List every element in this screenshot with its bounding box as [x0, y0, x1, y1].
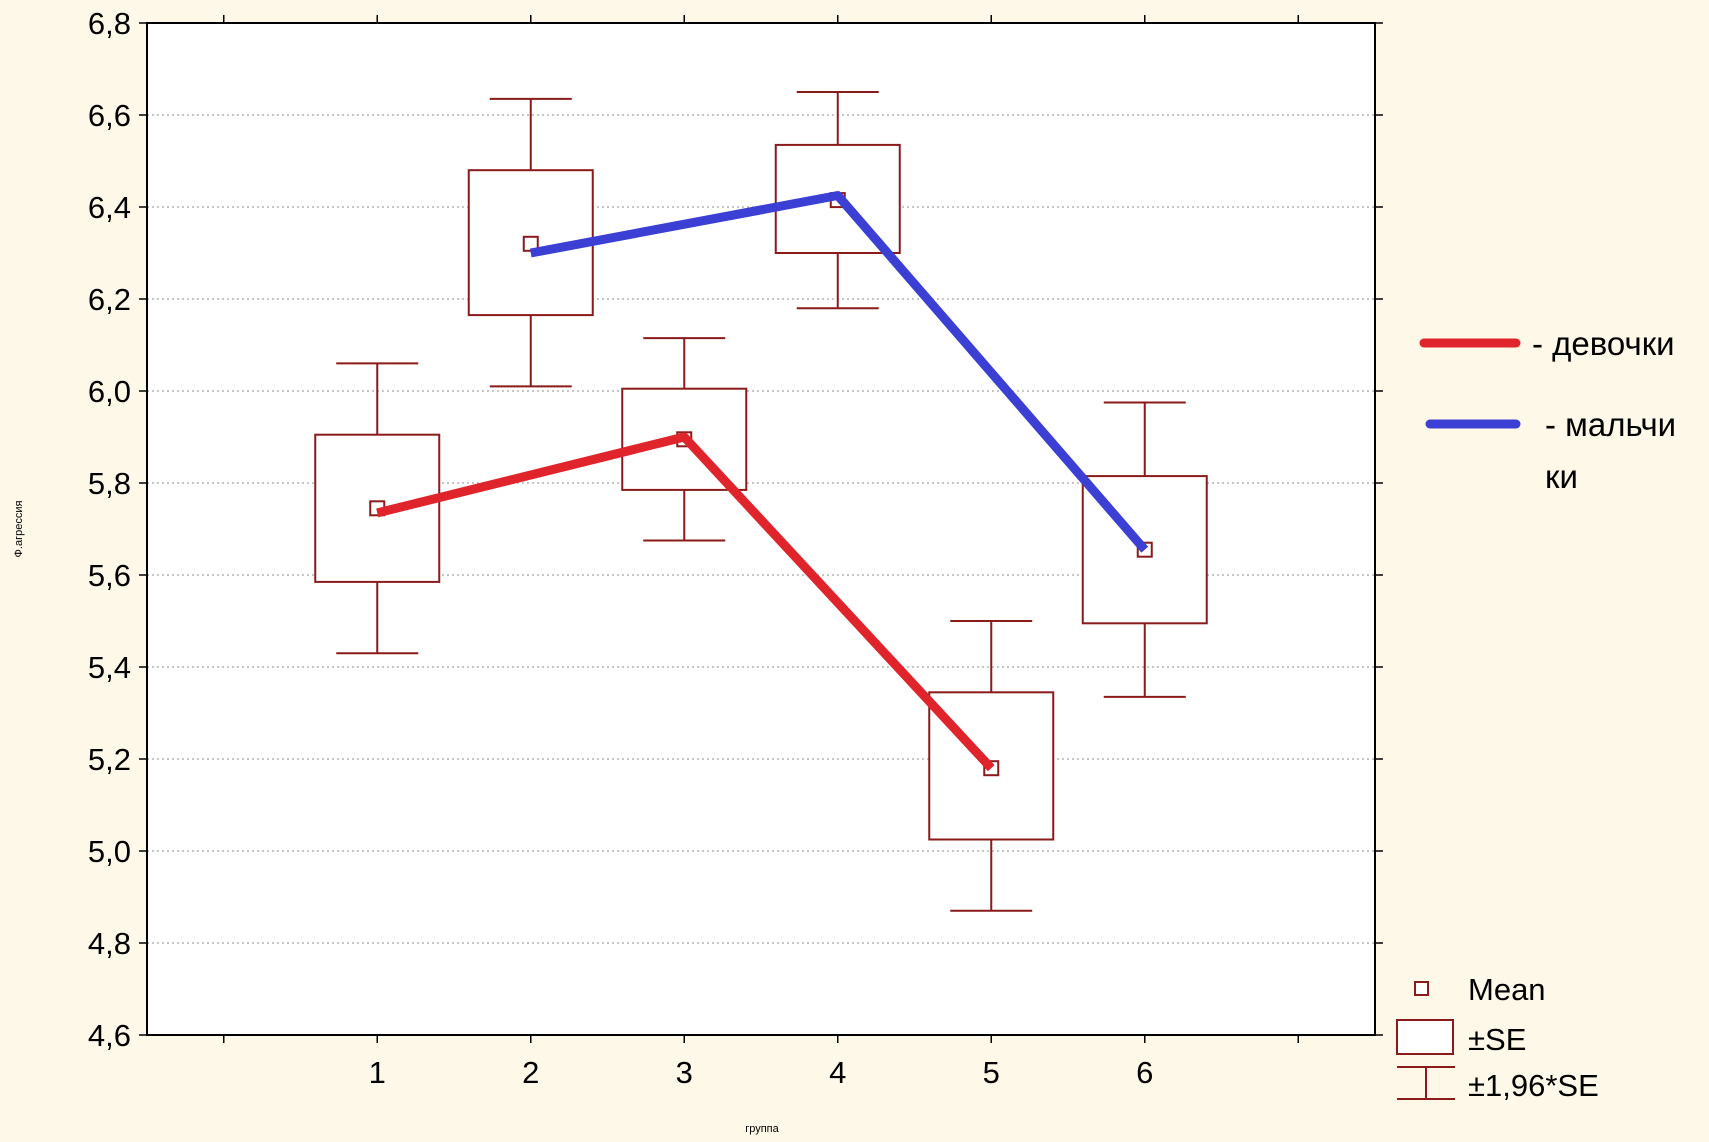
box-group-layer — [314, 91, 1208, 912]
x-tick-label: 4 — [829, 1055, 846, 1090]
x-tick-label: 2 — [522, 1055, 539, 1090]
x-tick-label: 5 — [983, 1055, 1000, 1090]
legend-mean-marker — [1414, 981, 1429, 996]
legend-label-boys-line1: - мальчи — [1545, 406, 1676, 443]
y-tick-label: 6,2 — [88, 282, 131, 317]
series-line-girls — [376, 432, 995, 772]
x-tick-label: 3 — [676, 1055, 693, 1090]
y-tick-label: 5,4 — [88, 650, 131, 685]
y-tick-label: 5,0 — [88, 834, 131, 869]
legend-se-marker — [1396, 1019, 1454, 1055]
plot-frame — [146, 22, 1376, 1036]
legend-label-boys-line2: ки — [1545, 458, 1578, 495]
x-tick-label: 6 — [1136, 1055, 1153, 1090]
series-line-boys — [529, 191, 1149, 553]
y-tick-label: 5,6 — [88, 558, 131, 593]
se-box — [774, 143, 901, 254]
series-lines — [376, 191, 1149, 772]
y-axis-title: Ф.агрессия — [13, 501, 25, 558]
y-tick-label: 5,2 — [88, 742, 131, 777]
legend-label-girls: - девочки — [1532, 325, 1675, 362]
box-legend: Mean ±SE ±1,96*SE — [1396, 972, 1599, 1103]
y-tick-label: 6,4 — [88, 190, 131, 225]
y-tick-label: 6,6 — [88, 98, 131, 133]
axis-ticks: 4,6 4,8 5,0 5,2 5,4 5,6 5,8 6,0 6,2 6,4 6,6 6,8 1 2 3 4… — [88, 6, 1383, 1090]
legend-se-label: ±SE — [1468, 1022, 1526, 1057]
y-tick-label: 6,8 — [88, 6, 131, 41]
y-tick-label: 4,6 — [88, 1018, 131, 1053]
x-tick-label: 1 — [369, 1055, 386, 1090]
legend-ci-marker — [1397, 1066, 1455, 1100]
legend-mean-label: Mean — [1468, 972, 1546, 1007]
x-axis-title: группа — [745, 1123, 779, 1135]
series-legend: - девочки - мальчи ки — [1419, 325, 1676, 495]
y-tick-label: 6,0 — [88, 374, 131, 409]
box-group — [774, 91, 901, 310]
legend-ci-label: ±1,96*SE — [1468, 1068, 1599, 1103]
y-tick-label: 4,8 — [88, 926, 131, 961]
y-tick-label: 5,8 — [88, 466, 131, 501]
